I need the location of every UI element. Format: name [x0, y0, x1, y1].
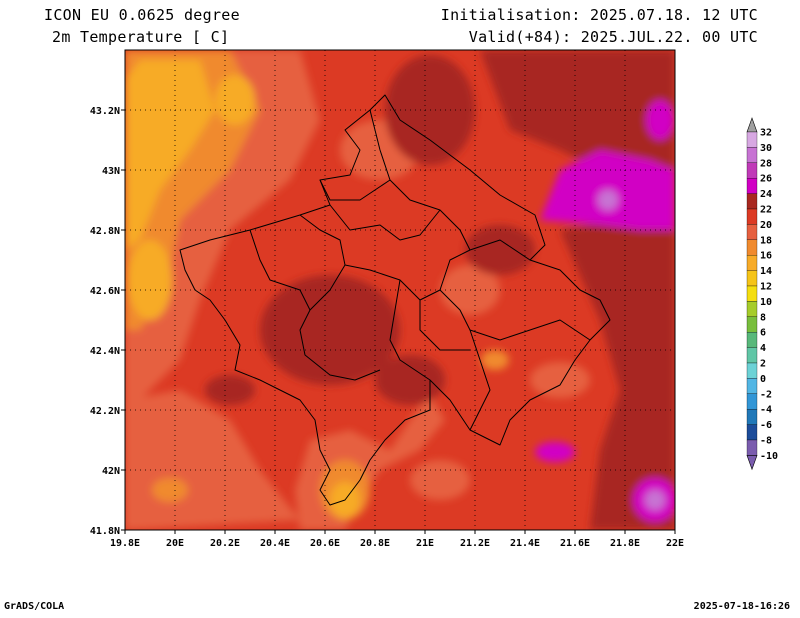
x-axis-ticks: 19.8E 20E 20.2E 20.4E 20.6E 20.8E 21E 21.2E 21.4… — [110, 530, 684, 549]
colorbar-label: 10 — [760, 297, 772, 308]
colorbar-label: -4 — [760, 405, 772, 416]
x-tick-label: 21.2E — [460, 538, 490, 549]
variable-title: 2m Temperature [ C] — [52, 28, 230, 46]
y-tick-label: 42.4N — [90, 346, 120, 357]
x-tick-label: 20E — [166, 538, 184, 549]
colorbar-swatch — [746, 424, 758, 441]
x-tick-label: 21.8E — [610, 538, 640, 549]
colorbar-label: -8 — [760, 436, 772, 447]
colorbar-label: 20 — [760, 220, 772, 231]
colorbar-swatch — [746, 316, 758, 333]
colorbar-swatch — [746, 301, 758, 317]
colorbar-label: -6 — [760, 420, 772, 431]
colorbar-bottom-arrow — [746, 455, 758, 471]
colorbar-top-arrow — [746, 117, 758, 133]
y-tick-label: 42.6N — [90, 286, 120, 297]
colorbar-swatch — [746, 162, 758, 179]
colorbar-label: 8 — [760, 312, 766, 323]
grads-credit: GrADS/COLA — [4, 601, 65, 612]
colorbar-swatch — [746, 270, 758, 287]
x-tick-label: 20.4E — [260, 538, 290, 549]
colorbar-label: 24 — [760, 189, 772, 200]
colorbar-label: 6 — [760, 328, 766, 339]
colorbar-label: 14 — [760, 266, 772, 277]
colorbar-label: 16 — [760, 251, 772, 262]
colorbar-label: 22 — [760, 205, 772, 216]
y-tick-label: 42.8N — [90, 226, 120, 237]
colorbar-swatch — [746, 393, 758, 410]
colorbar-swatch — [746, 409, 758, 425]
x-tick-label: 21.6E — [560, 538, 590, 549]
colorbar-swatch — [746, 131, 758, 148]
colorbar-swatch — [746, 332, 758, 348]
x-tick-label: 22E — [666, 538, 684, 549]
initialisation-time: Initialisation: 2025.07.18. 12 UTC — [440, 6, 758, 24]
y-tick-label: 43N — [102, 166, 120, 177]
colorbar-swatch — [746, 193, 758, 210]
x-tick-label: 19.8E — [110, 538, 140, 549]
render-timestamp: 2025-07-18-16:26 — [693, 601, 790, 612]
colorbar-label: -2 — [760, 389, 772, 400]
colorbar-label: 32 — [760, 128, 772, 139]
colorbar-swatch — [746, 147, 758, 163]
colorbar-swatch — [746, 239, 758, 256]
colorbar-swatch — [746, 224, 758, 240]
colorbar-swatch — [746, 378, 758, 394]
colorbar-swatch — [746, 347, 758, 364]
valid-time: Valid(+84): 2025.JUL.22. 00 UTC — [468, 28, 758, 46]
colorbar-swatch — [746, 362, 758, 379]
colorbar-label: 18 — [760, 235, 772, 246]
x-tick-label: 20.6E — [310, 538, 340, 549]
y-axis-ticks: 41.8N 42N 42.2N 42.4N 42.6N 42.8N 43N 43.2N — [90, 106, 125, 537]
colorbar-swatch — [746, 255, 758, 271]
x-tick-label: 20.8E — [360, 538, 390, 549]
colorbar-swatch — [746, 178, 758, 194]
x-tick-label: 21.4E — [510, 538, 540, 549]
colorbar-label: 30 — [760, 143, 772, 154]
colorbar-label: 12 — [760, 282, 772, 293]
colorbar-label: 28 — [760, 158, 772, 169]
y-tick-label: 43.2N — [90, 106, 120, 117]
colorbar-label: -10 — [760, 451, 778, 462]
x-tick-label: 21E — [416, 538, 434, 549]
colorbar-swatch — [746, 208, 758, 225]
colorbar-swatch — [746, 285, 758, 302]
colorbar-label: 26 — [760, 174, 772, 185]
x-tick-label: 20.2E — [210, 538, 240, 549]
y-tick-label: 42.2N — [90, 406, 120, 417]
grid-lines — [125, 50, 675, 530]
colorbar-label: 0 — [760, 374, 766, 385]
model-title: ICON EU 0.0625 degree — [44, 6, 240, 24]
y-tick-label: 41.8N — [90, 526, 120, 537]
colorbar-swatch — [746, 439, 758, 456]
colorbar-label: 4 — [760, 343, 766, 354]
colorbar-label: 2 — [760, 359, 766, 370]
y-tick-label: 42N — [102, 466, 120, 477]
